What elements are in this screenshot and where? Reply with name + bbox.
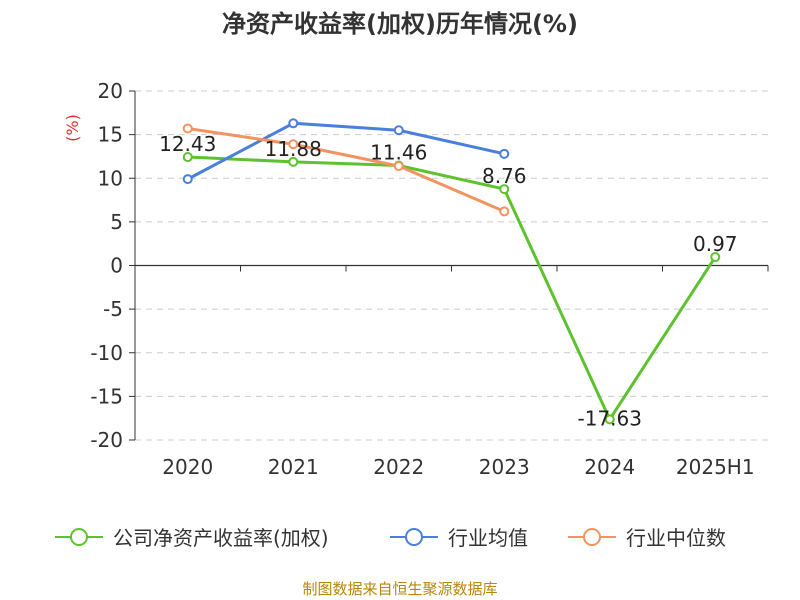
y-tick-label: -15 — [90, 384, 123, 408]
x-tick-label: 2024 — [584, 455, 635, 479]
data-label: 0.97 — [693, 232, 738, 256]
y-tick-label: 15 — [98, 123, 123, 147]
series-lines — [182, 118, 721, 425]
data-label: -17.63 — [578, 406, 642, 430]
data-point[interactable] — [393, 161, 404, 172]
y-tick-label: -20 — [90, 428, 123, 452]
legend-label[interactable]: 行业均值 — [448, 526, 528, 550]
data-point[interactable] — [604, 414, 615, 425]
data-point[interactable] — [182, 152, 193, 163]
y-tick-label: 0 — [110, 254, 123, 278]
data-point[interactable] — [393, 125, 404, 136]
x-tick-label: 2022 — [373, 455, 424, 479]
y-tick-label: 10 — [98, 166, 123, 190]
series-line — [187, 121, 505, 181]
chart-title: 净资产收益率(加权)历年情况(%) — [222, 10, 578, 38]
data-point[interactable] — [182, 174, 193, 185]
x-tick-label: 2020 — [162, 455, 213, 479]
data-point[interactable] — [288, 139, 299, 150]
x-tick-label: 2025H1 — [676, 455, 755, 479]
data-point[interactable] — [182, 123, 193, 134]
x-tick-label: 2023 — [479, 455, 530, 479]
data-point[interactable] — [499, 206, 510, 217]
legend-marker[interactable] — [583, 528, 601, 546]
source-note: 制图数据来自恒生聚源数据库 — [302, 580, 498, 598]
y-axis-label: (%) — [63, 114, 82, 142]
y-tick-label: 20 — [98, 79, 123, 103]
data-label: 8.76 — [482, 164, 527, 188]
y-tick-label: -5 — [103, 297, 123, 321]
data-point[interactable] — [499, 148, 510, 159]
axes: 20 15 10 5 0 -5 -10 -15 -20 2020 2021 2022 2023 2024 2… — [63, 79, 769, 479]
x-tick-label: 2021 — [268, 455, 319, 479]
legend-marker[interactable] — [70, 528, 88, 546]
data-labels: 12.43 11.88 11.46 8.76 -17.63 0.97 — [159, 132, 737, 430]
data-point[interactable] — [288, 156, 299, 167]
legend-marker[interactable] — [405, 528, 423, 546]
series-line — [187, 127, 505, 213]
legend: 公司净资产收益率(加权) 行业均值 行业中位数 — [55, 526, 726, 550]
data-point[interactable] — [499, 184, 510, 195]
legend-label[interactable]: 公司净资产收益率(加权) — [113, 526, 329, 550]
legend-label[interactable]: 行业中位数 — [626, 526, 726, 550]
data-label: 12.43 — [159, 132, 216, 156]
y-tick-label: -10 — [90, 341, 123, 365]
data-point[interactable] — [288, 118, 299, 129]
series-line — [187, 155, 717, 421]
y-tick-label: 5 — [110, 210, 123, 234]
data-point[interactable] — [710, 252, 721, 263]
data-label: 11.88 — [265, 137, 322, 161]
data-label: 11.46 — [370, 141, 427, 165]
